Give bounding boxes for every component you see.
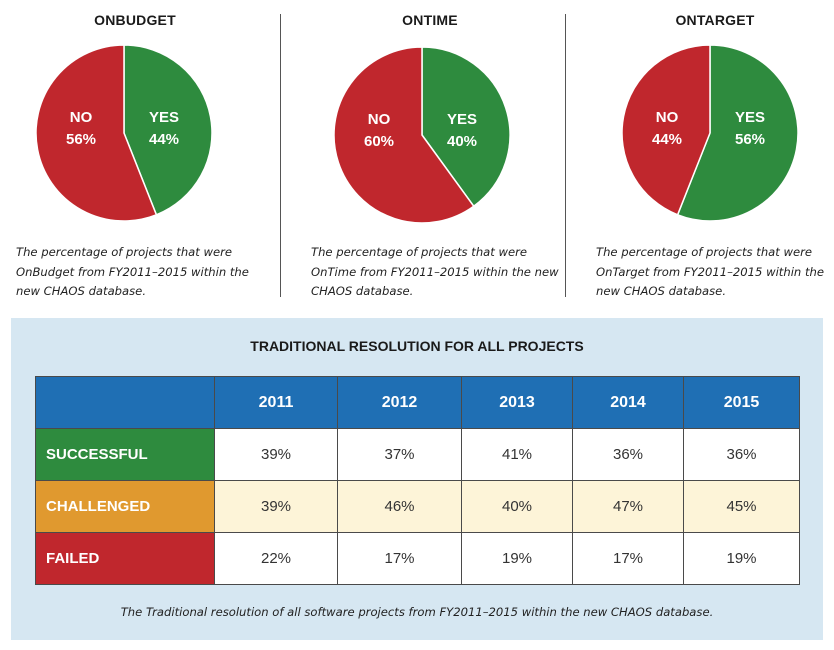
pie-label-yes: YES [447, 111, 477, 128]
table-cell: 47% [572, 480, 684, 533]
table-cell: 39% [214, 480, 338, 533]
pie-value-no: 44% [652, 131, 682, 148]
pie-label-no: NO [368, 111, 391, 128]
column-header-2012: 2012 [337, 376, 462, 429]
row-label-successful: SUCCESSFUL [35, 428, 215, 481]
table-row-challenged: CHALLENGED 39% 46% 40% 47% 45% [35, 480, 800, 533]
column-header-2011: 2011 [214, 376, 338, 429]
table-cell: 40% [461, 480, 573, 533]
table-cell: 19% [461, 532, 573, 585]
divider [565, 14, 566, 297]
pie-panel-onbudget: ONBUDGET YES 44% NO 56% The percentage of p… [0, 0, 270, 300]
pie-slice-no [333, 46, 475, 224]
pie-caption: The percentage of projects that were OnT… [311, 245, 559, 298]
pie-title: ONTIME [402, 12, 458, 28]
pie-value-no: 60% [364, 133, 394, 150]
table-caption: The Traditional resolution of all softwa… [120, 605, 714, 619]
pie-slice-no [35, 44, 158, 222]
pie-value-no: 56% [66, 131, 96, 148]
row-label-failed: FAILED [35, 532, 215, 585]
pie-label-yes: YES [149, 109, 179, 126]
pie-caption: The percentage of projects that were OnB… [16, 245, 249, 298]
pie-slice-yes [676, 44, 799, 222]
table-cell: 39% [214, 428, 338, 481]
table-cell: 37% [337, 428, 462, 481]
header-corner-cell [35, 376, 215, 429]
pie-title: ONBUDGET [94, 12, 176, 28]
column-header-2015: 2015 [683, 376, 800, 429]
table-row-failed: FAILED 22% 17% 19% 17% 19% [35, 532, 800, 585]
column-header-2014: 2014 [572, 376, 684, 429]
row-label-challenged: CHALLENGED [35, 480, 215, 533]
pie-chart-onbudget: YES 44% NO 56% [35, 44, 213, 222]
table-cell: 46% [337, 480, 462, 533]
divider [280, 14, 281, 297]
pie-panel-ontime: ONTIME YES 40% NO 60% The percentage of pro… [295, 0, 565, 300]
pie-value-yes: 40% [447, 133, 477, 150]
pie-slice-no [621, 44, 711, 216]
pie-value-yes: 56% [735, 131, 765, 148]
pie-slice-yes [123, 44, 213, 216]
table-cell: 22% [214, 532, 338, 585]
column-header-2013: 2013 [461, 376, 573, 429]
pie-label-no: NO [656, 109, 679, 126]
table-header-row: 2011 2012 2013 2014 2015 [35, 376, 800, 429]
pie-value-yes: 44% [149, 131, 179, 148]
resolution-section: TRADITIONAL RESOLUTION FOR ALL PROJECTS … [11, 318, 823, 640]
table-row-successful: SUCCESSFUL 39% 37% 41% 36% 36% [35, 428, 800, 481]
table-cell: 36% [572, 428, 684, 481]
table-title: TRADITIONAL RESOLUTION FOR ALL PROJECTS [250, 338, 584, 354]
pie-chart-ontime: YES 40% NO 60% [333, 46, 511, 224]
table-cell: 17% [337, 532, 462, 585]
pie-panel-ontarget: ONTARGET YES 56% NO 44% The percentage of p… [580, 0, 834, 300]
pie-caption: The percentage of projects that were OnT… [596, 245, 824, 298]
table-cell: 17% [572, 532, 684, 585]
pie-chart-ontarget: YES 56% NO 44% [621, 44, 799, 222]
resolution-table: 2011 2012 2013 2014 2015 SUCCESSFUL 39% … [35, 376, 800, 585]
table-cell: 41% [461, 428, 573, 481]
pie-slice-yes [421, 46, 511, 208]
pie-title: ONTARGET [675, 12, 755, 28]
table-cell: 36% [683, 428, 800, 481]
pie-label-yes: YES [735, 109, 765, 126]
table-cell: 19% [683, 532, 800, 585]
table-cell: 45% [683, 480, 800, 533]
pie-label-no: NO [70, 109, 93, 126]
